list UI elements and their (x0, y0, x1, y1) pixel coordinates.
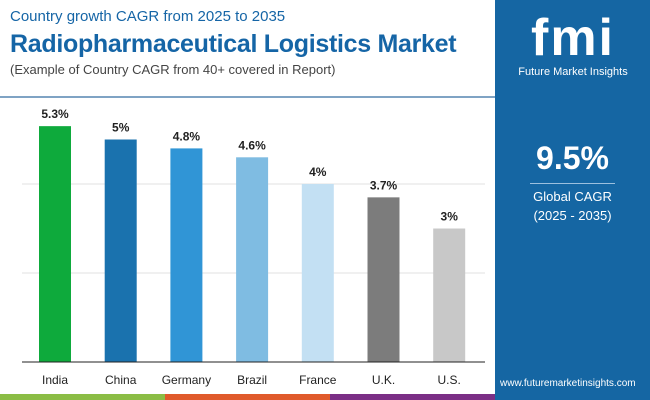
header-divider (0, 96, 495, 98)
x-tick-label: India (42, 373, 68, 387)
data-label: 5.3% (41, 107, 69, 121)
x-tick-label: France (299, 373, 337, 387)
data-label: 3.7% (370, 178, 398, 192)
stripe-orange (165, 394, 330, 400)
bar-us (433, 228, 466, 362)
data-label: 5% (112, 121, 130, 135)
global-cagr-value: 9.5% (536, 140, 609, 176)
bar-india (39, 126, 71, 363)
stripe-green (0, 394, 165, 400)
data-label: 4% (309, 165, 327, 179)
bar-france (301, 184, 334, 362)
brand-panel (495, 0, 650, 400)
bar-uk (367, 197, 400, 362)
data-label: 4.8% (173, 129, 201, 143)
x-tick-label: U.S. (438, 373, 461, 387)
x-tick-label: China (105, 373, 137, 387)
chart-subtitle: Country growth CAGR from 2025 to 2035 (10, 8, 286, 25)
x-tick-label: Brazil (237, 373, 267, 387)
website-url[interactable]: www.futuremarketinsights.com (500, 378, 636, 389)
bar-brazil (236, 157, 269, 362)
bar-germany (170, 148, 203, 362)
x-tick-label: Germany (162, 373, 211, 387)
stripe-purple (330, 394, 495, 400)
bar-chart: 5.3% India 5% China 4.8% Germany 4.6% Brazil 4% F… (22, 107, 485, 387)
bar-china (104, 139, 137, 362)
global-cagr-label: Global CAGR (2025 - 2035) (533, 189, 612, 223)
data-label: 3% (441, 210, 459, 224)
cagr-divider (530, 183, 615, 184)
x-tick-label: U.K. (372, 373, 395, 387)
chart-title: Radiopharmaceutical Logistics Market (10, 30, 457, 58)
chart-note: (Example of Country CAGR from 40+ covere… (10, 62, 336, 77)
fmi-logo: fmi Future Market Insights (518, 9, 628, 78)
data-label: 4.6% (238, 138, 266, 152)
